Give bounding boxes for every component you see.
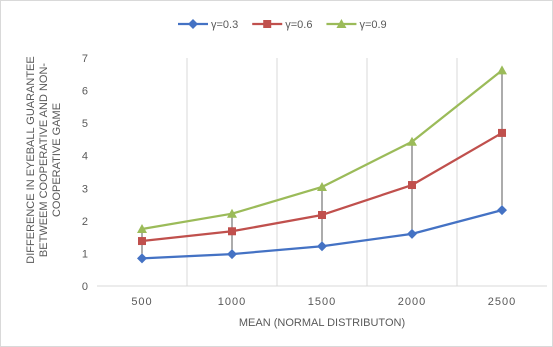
y-tick-label: 3 (82, 183, 88, 195)
series-diamond (137, 205, 507, 264)
series-layer (137, 65, 507, 264)
data-point-diamond (317, 241, 327, 252)
data-point-triangle (137, 224, 147, 233)
data-point-square (263, 20, 272, 28)
data-point-square (138, 237, 146, 246)
series-square (138, 128, 506, 246)
x-tick-label: 500 (131, 296, 152, 308)
y-tick-label: 4 (82, 151, 88, 163)
data-point-triangle (227, 208, 237, 218)
data-point-triangle (336, 19, 347, 28)
y-tick-label: 0 (82, 281, 88, 293)
data-point-triangle (317, 181, 327, 191)
x-tick-label: 2500 (488, 296, 516, 308)
y-tick-label: 5 (82, 118, 88, 130)
data-point-triangle (497, 65, 507, 75)
legend-item: γ=0.6 (252, 19, 312, 31)
y-axis-title-line: BETWEEM COOPERATIVE AND NON- (38, 63, 50, 257)
y-tick-label: 1 (82, 248, 88, 260)
gridlines (186, 58, 458, 286)
x-tick-label: 1500 (308, 296, 336, 308)
data-point-diamond (137, 253, 147, 264)
tick-labels: 0 1 2 3 4 5 6 7 500 1000 1500 2000 2500 (82, 53, 516, 308)
legend-label: γ=0.6 (285, 19, 312, 31)
legend-label: γ=0.3 (211, 19, 238, 31)
y-axis-title-line: COOPERATIVE GAME (51, 103, 63, 217)
data-point-square (228, 227, 236, 236)
data-point-square (318, 210, 326, 219)
legend-item: γ=0.9 (326, 19, 387, 31)
x-tick-label: 1000 (218, 296, 246, 308)
x-tick-label: 2000 (398, 296, 426, 308)
y-tick-label: 6 (82, 86, 88, 98)
y-tick-label: 7 (82, 53, 88, 65)
y-axis-title-line: DIFFERENCE IN EYEBALL GUARANTEE (25, 56, 37, 263)
series-triangle (137, 65, 507, 233)
y-tick-label: 2 (82, 216, 88, 228)
legend-label: γ=0.9 (359, 19, 386, 31)
data-point-diamond (188, 19, 198, 29)
data-point-square (408, 181, 416, 190)
data-point-square (498, 128, 506, 137)
data-point-diamond (407, 228, 417, 239)
data-point-triangle (407, 136, 417, 146)
x-axis-title: MEAN (NORMAL DISTRIBUTON) (239, 317, 405, 329)
data-point-diamond (497, 205, 507, 216)
data-point-diamond (227, 249, 237, 260)
legend-item: γ=0.3 (178, 19, 238, 31)
y-axis-title: DIFFERENCE IN EYEBALL GUARANTEEBETWEEM C… (25, 56, 63, 263)
legend: γ=0.3 γ=0.6 γ=0.9 (178, 19, 387, 31)
